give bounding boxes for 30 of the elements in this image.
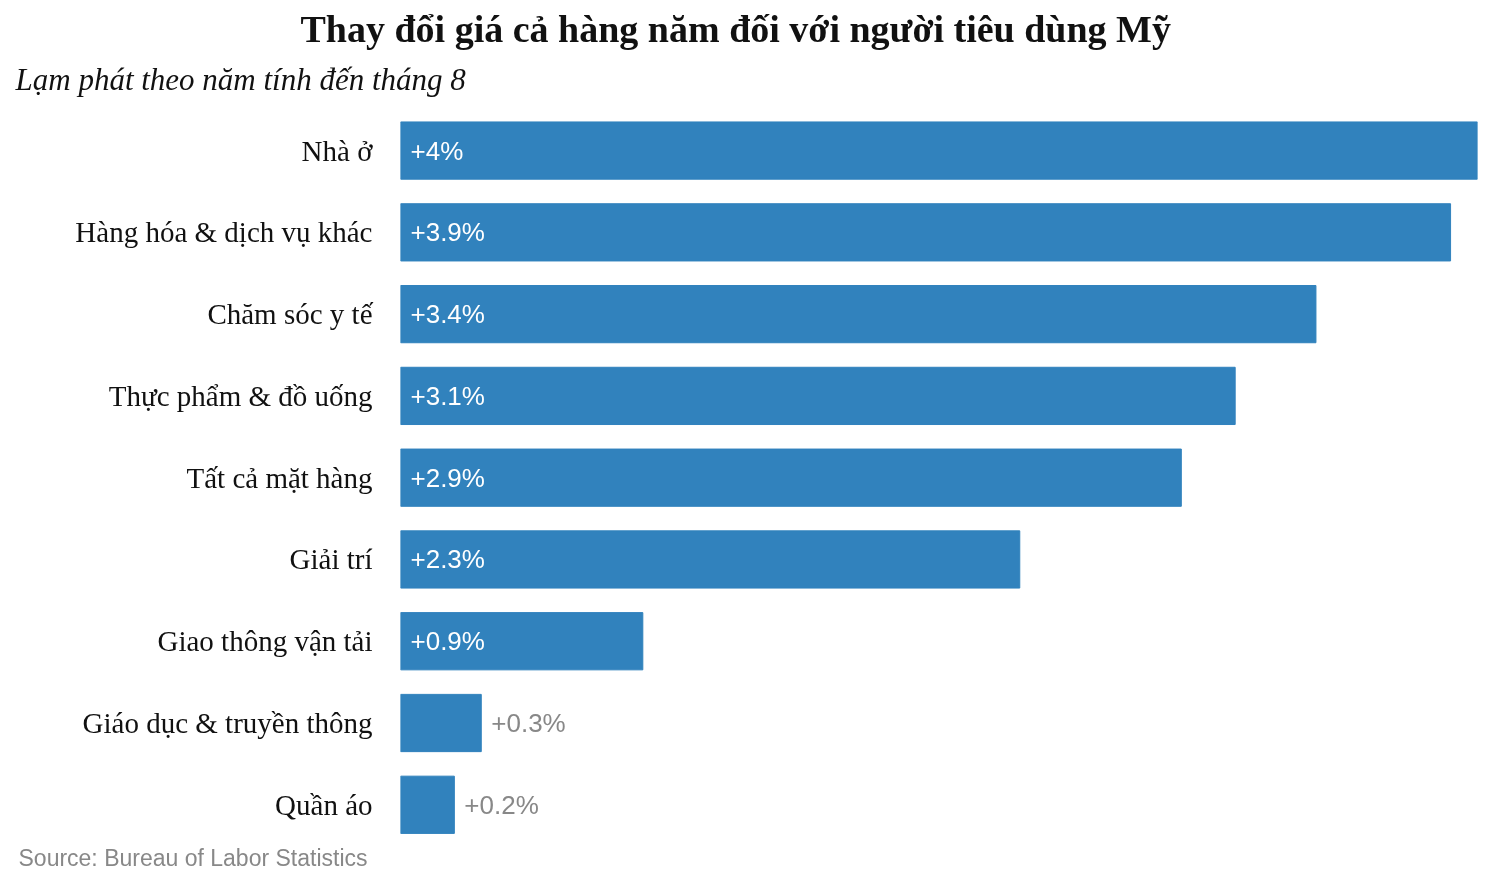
y-tick-label: Quần áo bbox=[275, 788, 373, 821]
data-label: +3.4% bbox=[410, 299, 485, 330]
y-tick-label: Chăm sóc y tế bbox=[207, 298, 374, 331]
y-tick-label: Tất cả mặt hàng bbox=[186, 461, 373, 494]
bar bbox=[400, 612, 644, 671]
y-tick-label: Hàng hóa & dịch vụ khác bbox=[75, 216, 373, 249]
y-tick-label: Giáo dục & truyền thông bbox=[82, 707, 373, 740]
chart-title: Thay đổi giá cả hàng năm đối với người tiêu dùng Mỹ bbox=[300, 7, 1171, 50]
y-tick-label: Giao thông vận tải bbox=[157, 625, 373, 658]
data-label: +2.9% bbox=[410, 462, 485, 493]
chart-subtitle: Lạm phát theo năm tính đến tháng 8 bbox=[14, 61, 467, 97]
bar bbox=[400, 693, 482, 753]
data-label: +4% bbox=[410, 135, 464, 166]
data-label: +3.9% bbox=[410, 217, 485, 248]
y-tick-label: Thực phẩm & đồ uống bbox=[108, 379, 373, 412]
bar bbox=[400, 775, 455, 834]
data-label: +0.2% bbox=[464, 789, 539, 820]
data-label: +3.1% bbox=[410, 380, 485, 411]
source-note: Source: Bureau of Labor Statistics bbox=[18, 844, 368, 871]
data-label: +0.3% bbox=[491, 708, 566, 739]
bar bbox=[400, 530, 1021, 589]
bar bbox=[400, 203, 1452, 262]
bar bbox=[400, 121, 1478, 180]
data-label: +0.9% bbox=[410, 626, 485, 657]
y-tick-label: Nhà ở bbox=[301, 134, 374, 167]
bar bbox=[400, 285, 1317, 344]
bar bbox=[400, 366, 1236, 426]
y-tick-label: Giải trí bbox=[289, 543, 373, 576]
data-label: +2.3% bbox=[410, 544, 485, 575]
bar bbox=[400, 448, 1182, 507]
